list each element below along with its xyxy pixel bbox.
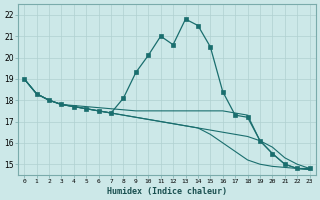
X-axis label: Humidex (Indice chaleur): Humidex (Indice chaleur): [107, 187, 227, 196]
